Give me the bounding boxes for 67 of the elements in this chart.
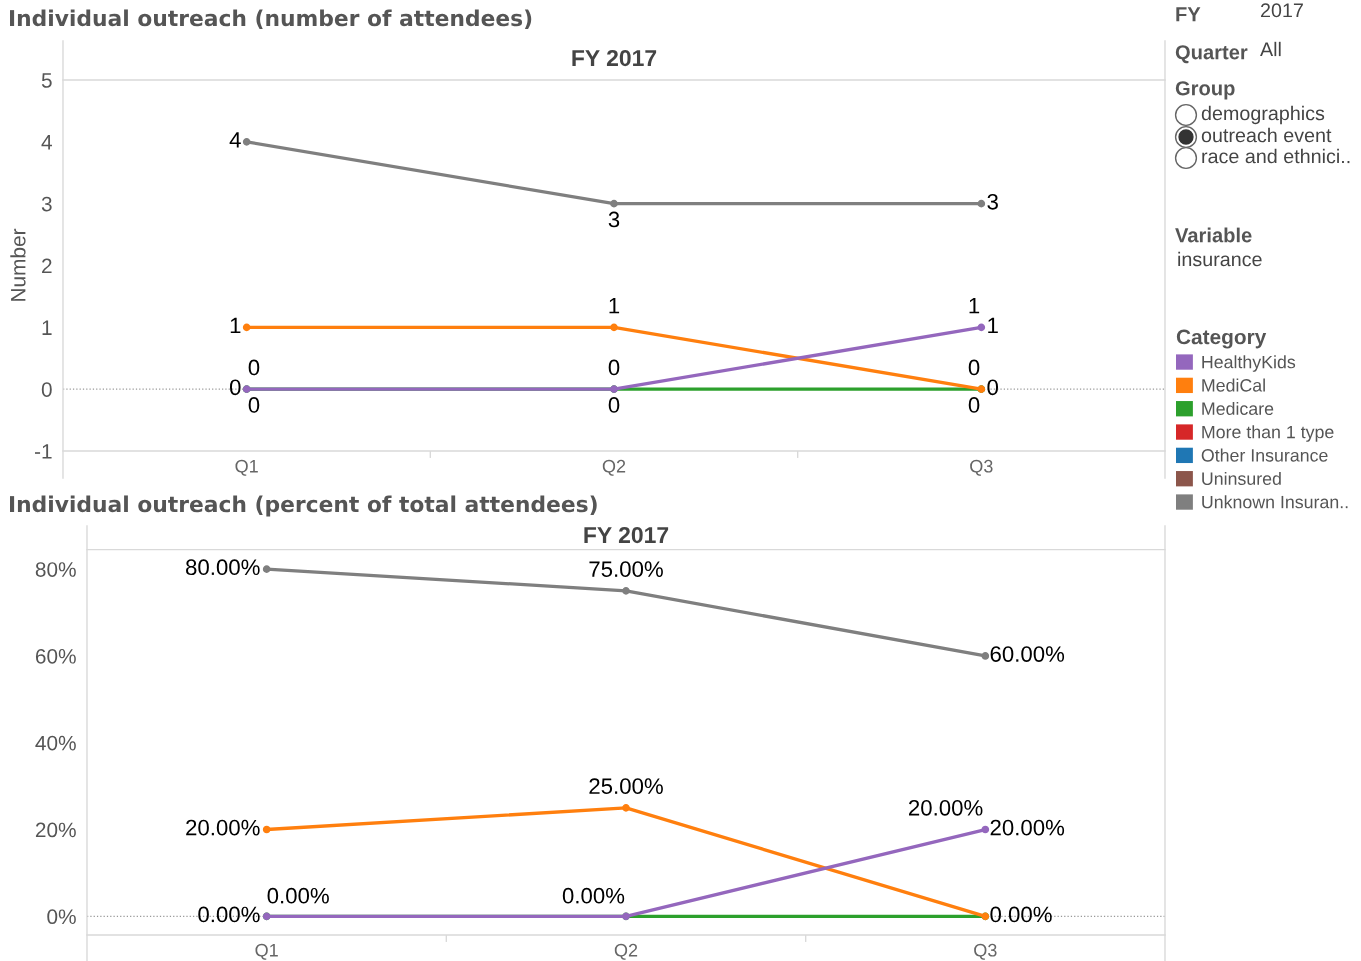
legend-label: Unknown Insuran.. [1202, 495, 1348, 509]
y-tick-label: 0 [41, 382, 52, 397]
data-label: 80.00% [186, 559, 260, 576]
y-tick-label: 20% [35, 822, 76, 838]
legend-label: HealthyKids [1202, 355, 1296, 372]
y-tick-label: 80% [35, 562, 76, 577]
text: 2017 [1260, 3, 1303, 18]
y-tick-label: 5 [41, 73, 52, 88]
y-tick-label: 2 [42, 258, 52, 274]
data-label: 3 [987, 193, 998, 210]
annotation: 0 [968, 359, 980, 376]
y-tick-label: 4 [41, 135, 52, 150]
data-label: 0.00% [267, 887, 329, 904]
data-label: 0.00% [990, 906, 1052, 923]
text: outreach event [1201, 127, 1332, 143]
text: Group [1175, 81, 1235, 100]
text: Variable [1175, 227, 1252, 243]
data-label: 1 [230, 317, 241, 334]
data-label: 60.00% [990, 646, 1065, 662]
y-tick-label: 40% [35, 735, 76, 751]
data-label: 20.00% [990, 819, 1065, 836]
chart-subtitle: FY 2017 [572, 49, 657, 67]
data-label: 4 [229, 132, 241, 148]
annotation: 1 [969, 298, 980, 314]
y-tick-label: 1 [42, 320, 52, 335]
y-tick-label: 60% [35, 648, 76, 664]
legend-label: Other Insurance [1201, 448, 1328, 462]
x-tick-label: Q3 [974, 943, 997, 960]
text: FY [1176, 7, 1201, 22]
text: insurance [1178, 251, 1262, 267]
legend-title: Category [1176, 329, 1267, 349]
y-axis-title: Number [10, 228, 26, 301]
annotation: 20.00% [909, 799, 983, 816]
chart-title: Individual outreach (percent of total attendees) [10, 495, 597, 517]
text: race and ethnici.. [1202, 148, 1350, 164]
y-tick-label: 0% [47, 909, 76, 925]
text: Quarter [1175, 45, 1248, 64]
legend-label: More than 1 type [1202, 425, 1334, 442]
data-label: 25.00% [589, 778, 663, 795]
legend-label: Uninsured [1202, 471, 1281, 485]
chart-title: Individual outreach (number of attendees) [10, 9, 532, 29]
y-tick-label: 3 [41, 196, 52, 212]
data-label: 0 [608, 359, 620, 376]
data-label: 0.00% [562, 887, 625, 904]
y-tick-label: -1 [34, 444, 52, 459]
legend-label: MediCal [1202, 378, 1265, 392]
data-label: 3 [608, 211, 620, 228]
x-tick-label: Q1 [255, 943, 278, 960]
text: demographics [1201, 105, 1325, 125]
data-label: 0 [229, 379, 241, 396]
chart-subtitle: FY 2017 [584, 526, 669, 544]
data-label: 0 [987, 379, 999, 396]
data-label: 0 [248, 397, 260, 413]
data-label: 0.00% [198, 906, 260, 923]
legend-label: Medicare [1202, 401, 1274, 415]
x-tick-label: Q2 [602, 459, 626, 476]
data-label: 20.00% [186, 819, 260, 836]
data-label: 75.00% [589, 561, 663, 577]
x-tick-label: Q2 [614, 943, 638, 960]
data-label: 0 [968, 397, 980, 413]
x-tick-label: Q1 [235, 459, 258, 476]
x-tick-label: Q3 [970, 459, 993, 476]
annotation: 0 [248, 359, 260, 376]
data-label: 0 [608, 397, 620, 413]
text: All [1260, 41, 1281, 57]
data-label: 1 [988, 317, 998, 334]
data-label: 1 [609, 298, 620, 314]
